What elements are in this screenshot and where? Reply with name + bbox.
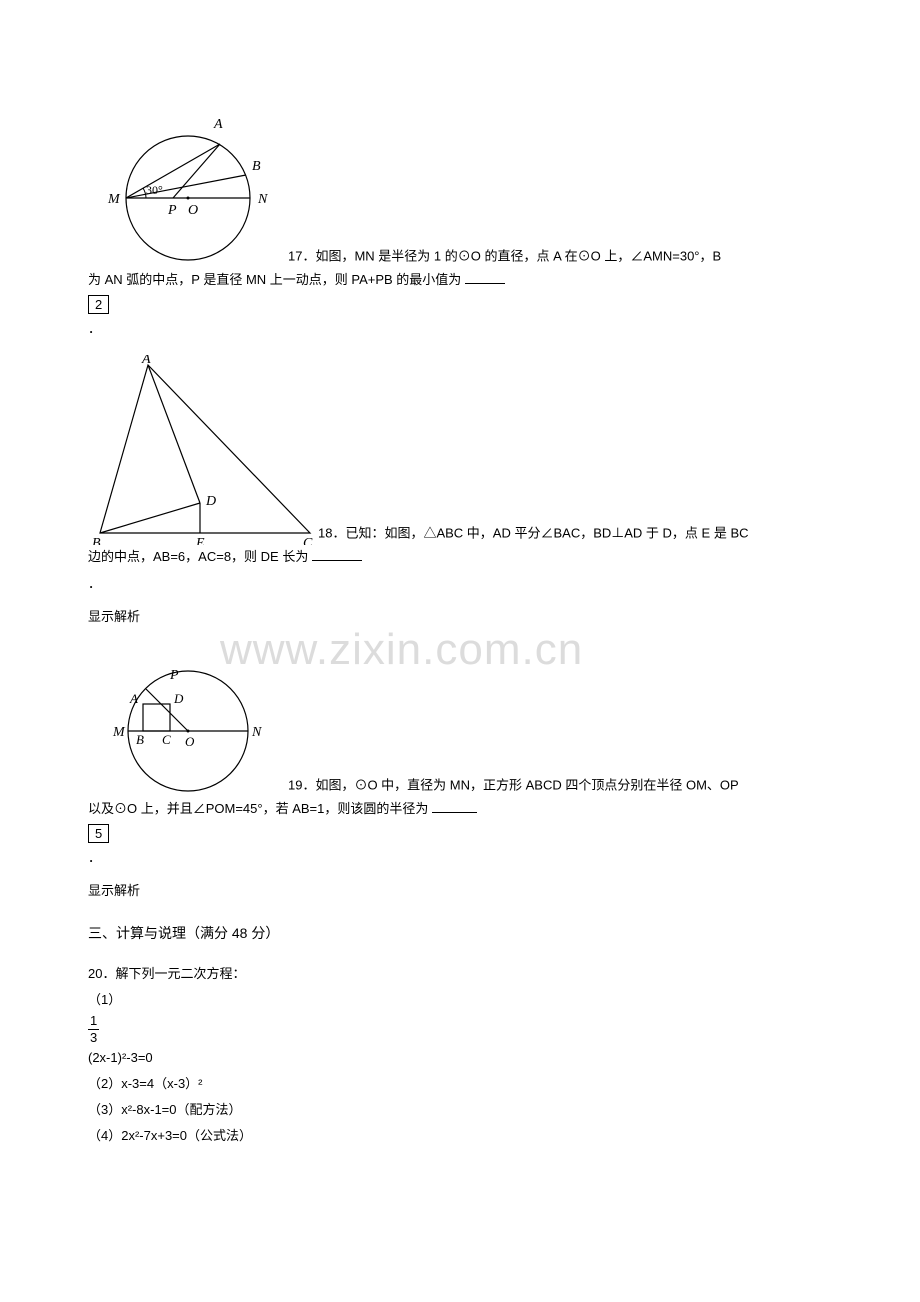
label-C19: C xyxy=(162,732,171,747)
figure-18: A B E C D xyxy=(88,355,318,545)
p18-show-analysis[interactable]: 显示解析 xyxy=(88,606,832,625)
label-E18: E xyxy=(195,536,205,545)
figure-17-svg: A B M N P O 30° xyxy=(88,100,288,268)
p19-text-2: 以及⊙O 上，并且∠POM=45°，若 AB=1，则该圆的半径为 xyxy=(88,801,428,816)
p17-period: ． xyxy=(88,318,832,337)
problem-20: 20．解下列一元二次方程： （1） 1 3 (2x-1)²-3=0 （2）x-3… xyxy=(88,961,832,1149)
label-D19: D xyxy=(173,691,184,706)
p20-sub2: （2）x-3=4（x-3）² xyxy=(88,1071,832,1097)
label-angle: 30° xyxy=(146,183,163,197)
p20-sub1-expr: (2x-1)²-3=0 xyxy=(88,1045,832,1071)
label-D18: D xyxy=(205,494,216,509)
label-P: P xyxy=(167,203,177,218)
p17-answer: 2 xyxy=(88,295,109,314)
label-M19: M xyxy=(112,725,126,740)
label-N: N xyxy=(257,192,268,207)
p17-blank xyxy=(465,270,505,284)
section-3-title: 三、计算与说理（满分 48 分） xyxy=(88,923,832,943)
problem-18: A B E C D 18．已知：如图，△ABC 中，AD 平分∠BAC，BD⊥A… xyxy=(88,355,832,624)
p20-sub3: （3）x²-8x-1=0（配方法） xyxy=(88,1097,832,1123)
p19-show-analysis[interactable]: 显示解析 xyxy=(88,880,832,899)
figure-18-svg: A B E C D xyxy=(88,355,318,545)
p20-header: 20．解下列一元二次方程： xyxy=(88,961,832,987)
p19-text-1: 19．如图，⊙O 中，直径为 MN，正方形 ABCD 四个顶点分别在半径 OM、… xyxy=(288,777,739,792)
p20-frac-den: 3 xyxy=(88,1030,99,1046)
p19-period: ． xyxy=(88,847,832,866)
label-M: M xyxy=(107,192,121,207)
p18-period: ． xyxy=(88,573,832,592)
p17-text-1: 17．如图，MN 是半径为 1 的⊙O 的直径，点 A 在⊙O 上，∠AMN=3… xyxy=(288,249,721,264)
label-A19: A xyxy=(129,691,138,706)
p17-text-2: 为 AN 弧的中点，P 是直径 MN 上一动点，则 PA+PB 的最小值为 xyxy=(88,272,461,287)
p20-sub4: （4）2x²-7x+3=0（公式法） xyxy=(88,1123,832,1149)
label-A: A xyxy=(213,117,223,132)
label-B19: B xyxy=(136,732,144,747)
p20-sub1-frac: 1 3 xyxy=(88,1013,832,1045)
p19-answer: 5 xyxy=(88,824,109,843)
label-B18: B xyxy=(92,536,101,545)
p18-blank xyxy=(312,547,362,561)
p20-sub1-label: （1） xyxy=(88,987,832,1013)
label-O: O xyxy=(188,203,198,218)
main-content: A B M N P O 30° 17．如图，MN 是半径为 1 的⊙O 的直径，… xyxy=(88,100,832,1149)
p19-blank xyxy=(432,799,477,813)
label-P19: P xyxy=(169,668,179,683)
label-A18: A xyxy=(141,355,151,367)
label-B: B xyxy=(252,159,261,174)
problem-17: A B M N P O 30° 17．如图，MN 是半径为 1 的⊙O 的直径，… xyxy=(88,100,832,337)
label-N19: N xyxy=(251,725,262,740)
p20-frac-num: 1 xyxy=(88,1013,99,1030)
figure-17: A B M N P O 30° xyxy=(88,100,288,268)
figure-19: M N P A D B C O xyxy=(88,649,288,797)
figure-19-svg: M N P A D B C O xyxy=(88,649,288,797)
problem-19: M N P A D B C O 19．如图，⊙O 中，直径为 MN，正方形 AB… xyxy=(88,649,832,899)
label-O19: O xyxy=(185,734,195,749)
p18-text-2: 边的中点，AB=6，AC=8，则 DE 长为 xyxy=(88,549,308,564)
p18-text-1: 18．已知：如图，△ABC 中，AD 平分∠BAC，BD⊥AD 于 D，点 E … xyxy=(318,526,749,541)
label-C18: C xyxy=(303,536,313,545)
